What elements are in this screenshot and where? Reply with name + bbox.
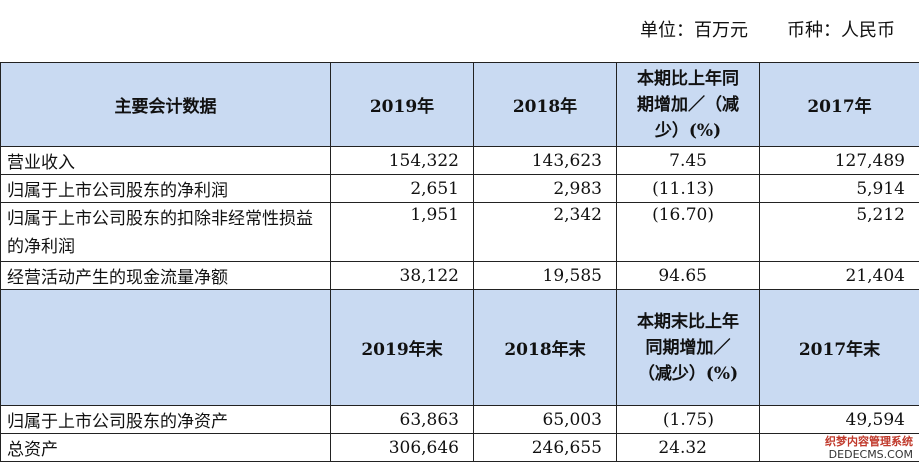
value-2018: 19,585 <box>473 261 617 290</box>
value-change: (1.75) <box>616 405 760 434</box>
value-2017: 5,914 <box>759 174 919 203</box>
header-row-1: 主要会计数据 2019年 2018年 本期比上年同期增加／（减少）(%) 201… <box>0 62 919 147</box>
value-2018: 143,623 <box>473 146 617 175</box>
watermark-line1: 织梦内容管理系统 <box>825 435 913 448</box>
value-change: 24.32 <box>616 433 760 462</box>
header-change: 本期比上年同期增加／（减少）(%) <box>616 62 760 147</box>
table-row: 营业收入 154,322 143,623 7.45 127,489 <box>0 146 919 175</box>
watermark: 织梦内容管理系统 DEDECMS.COM <box>797 435 913 461</box>
value-2018: 2,342 <box>473 202 617 262</box>
value-2019: 2,651 <box>330 174 474 203</box>
value-change: 7.45 <box>616 146 760 175</box>
row-label: 总资产 <box>0 433 331 462</box>
header-blank <box>0 289 331 406</box>
header-2017: 2017年 <box>759 62 919 147</box>
value-2017: 127,489 <box>759 146 919 175</box>
value-2017: 21,404 <box>759 261 919 290</box>
currency-label: 币种：人民币 <box>787 20 895 41</box>
value-2017: 5,212 <box>759 202 919 262</box>
unit-label: 单位：百万元 <box>640 20 748 41</box>
unit-line: 单位：百万元 币种：人民币 <box>0 0 919 62</box>
header-main-data: 主要会计数据 <box>0 62 331 147</box>
value-change: (11.13) <box>616 174 760 203</box>
row-label: 归属于上市公司股东的净利润 <box>0 174 331 203</box>
header-row-2: 2019年末 2018年末 本期末比上年同期增加／（减少）(%) 2017年末 <box>0 289 919 406</box>
header-change-end: 本期末比上年同期增加／（减少）(%) <box>616 289 760 406</box>
row-label: 经营活动产生的现金流量净额 <box>0 261 331 290</box>
header-2018-end: 2018年末 <box>473 289 617 406</box>
accounting-data-table: 主要会计数据 2019年 2018年 本期比上年同期增加／（减少）(%) 201… <box>0 62 919 462</box>
value-2019: 306,646 <box>330 433 474 462</box>
header-2018: 2018年 <box>473 62 617 147</box>
value-change: (16.70) <box>616 202 760 262</box>
table-row: 经营活动产生的现金流量净额 38,122 19,585 94.65 21,404 <box>0 261 919 290</box>
value-2019: 38,122 <box>330 261 474 290</box>
value-2018: 2,983 <box>473 174 617 203</box>
row-label: 归属于上市公司股东的净资产 <box>0 405 331 434</box>
header-change-text: 本期比上年同期增加／（减少）(%) <box>637 68 739 141</box>
table-row: 归属于上市公司股东的净资产 63,863 65,003 (1.75) 49,59… <box>0 405 919 434</box>
table-row: 归属于上市公司股东的扣除非经常性损益的净利润 1,951 2,342 (16.7… <box>0 202 919 262</box>
value-2017 <box>759 433 919 462</box>
value-2019: 154,322 <box>330 146 474 175</box>
header-2019: 2019年 <box>330 62 474 147</box>
table-row: 总资产 306,646 246,655 24.32 <box>0 433 919 462</box>
watermark-line2: DEDECMS.COM <box>828 448 913 461</box>
row-label: 营业收入 <box>0 146 331 175</box>
value-2018: 65,003 <box>473 405 617 434</box>
value-2019: 1,951 <box>330 202 474 262</box>
value-2018: 246,655 <box>473 433 617 462</box>
table-row: 归属于上市公司股东的净利润 2,651 2,983 (11.13) 5,914 <box>0 174 919 203</box>
value-2019: 63,863 <box>330 405 474 434</box>
value-2017: 49,594 <box>759 405 919 434</box>
header-change-end-text: 本期末比上年同期增加／（减少）(%) <box>637 311 739 384</box>
header-2017-end: 2017年末 <box>759 289 919 406</box>
value-change: 94.65 <box>616 261 760 290</box>
header-2019-end: 2019年末 <box>330 289 474 406</box>
row-label: 归属于上市公司股东的扣除非经常性损益的净利润 <box>0 202 331 262</box>
